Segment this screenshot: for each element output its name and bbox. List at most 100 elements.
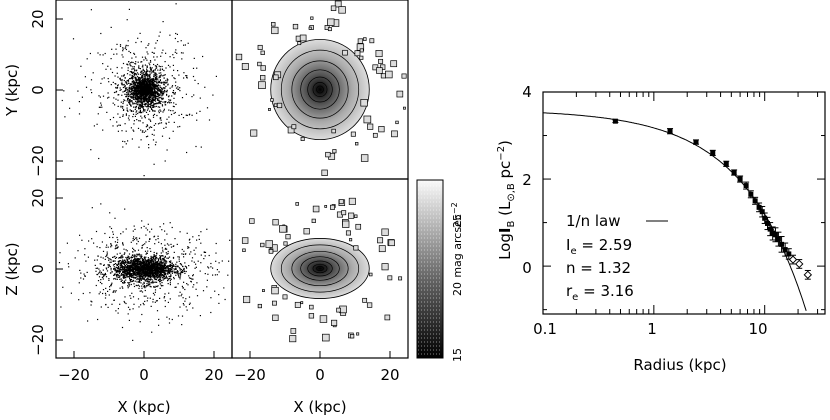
particle: [154, 264, 156, 266]
particle: [99, 96, 101, 98]
particle: [141, 291, 144, 293]
particle: [138, 306, 140, 308]
particle: [141, 75, 143, 77]
particle: [150, 78, 152, 80]
particle: [134, 260, 136, 262]
particle: [145, 84, 147, 86]
particle: [64, 116, 66, 118]
particle: [140, 139, 142, 141]
particle: [150, 61, 152, 63]
particle: [122, 114, 124, 116]
particle: [131, 100, 133, 102]
particle: [164, 82, 166, 84]
particle: [100, 306, 102, 308]
particle: [81, 96, 83, 98]
particle: [110, 283, 113, 285]
particle: [122, 273, 124, 275]
particle: [100, 279, 102, 281]
particle: [129, 267, 131, 269]
particle: [140, 268, 142, 270]
particle: [137, 281, 140, 283]
particle: [151, 273, 153, 275]
particle: [152, 276, 154, 278]
particle: [137, 263, 139, 265]
particle: [138, 101, 140, 103]
particle: [155, 276, 157, 278]
particle: [163, 274, 165, 276]
particle: [112, 256, 114, 258]
particle: [138, 273, 140, 275]
particle: [150, 80, 152, 83]
particle: [135, 81, 137, 83]
particle: [133, 236, 135, 238]
particle: [158, 278, 160, 281]
particle: [86, 58, 88, 60]
particle: [133, 273, 135, 275]
particle: [191, 114, 193, 116]
particle: [164, 271, 166, 273]
particle: [176, 33, 178, 35]
particle: [155, 262, 157, 264]
particle: [159, 261, 161, 263]
particle: [212, 267, 214, 269]
particle: [154, 96, 156, 98]
particle: [165, 270, 167, 272]
particle: [144, 269, 146, 271]
particle: [155, 272, 157, 274]
particle: [119, 45, 122, 47]
particle: [144, 110, 146, 112]
particle: [134, 93, 136, 95]
particle: [153, 92, 155, 94]
particle: [149, 297, 151, 299]
particle: [155, 123, 157, 125]
particle: [128, 258, 130, 260]
particle: [149, 271, 151, 273]
particle: [138, 92, 140, 94]
particle: [147, 285, 149, 287]
particle: [157, 80, 159, 82]
particle: [121, 84, 123, 86]
particle: [163, 261, 165, 263]
particle: [221, 260, 223, 262]
particle: [155, 279, 158, 281]
particle: [160, 275, 162, 277]
particle: [188, 275, 190, 277]
contour-level: [291, 60, 349, 119]
top-right-contours: [235, 0, 407, 176]
particle: [143, 263, 146, 265]
particle: [146, 93, 149, 95]
particle: [153, 286, 155, 288]
particle: [173, 112, 175, 114]
particle: [127, 269, 130, 271]
particle: [180, 264, 183, 266]
particle: [164, 256, 166, 258]
particle: [185, 266, 187, 268]
particle: [148, 259, 150, 261]
particle: [101, 78, 103, 80]
particle: [113, 53, 115, 55]
particle: [154, 269, 156, 271]
particle: [183, 77, 185, 79]
contour-level: [270, 38, 370, 141]
particle: [61, 99, 63, 102]
particle: [145, 276, 147, 278]
particle: [164, 273, 166, 275]
particle: [176, 261, 178, 263]
particle: [172, 110, 174, 112]
particle: [143, 264, 145, 266]
particle: [151, 81, 153, 83]
particle: [158, 87, 160, 89]
particle: [159, 66, 161, 68]
particle: [131, 92, 133, 94]
particle: [152, 88, 155, 90]
particle: [158, 75, 160, 77]
particle: [126, 263, 128, 265]
contour-island: [403, 106, 406, 110]
particle: [179, 268, 181, 270]
particle: [141, 256, 143, 258]
particle: [122, 256, 124, 258]
particle: [166, 78, 168, 80]
particle: [131, 78, 134, 80]
particle: [132, 247, 134, 249]
particle: [142, 80, 144, 82]
